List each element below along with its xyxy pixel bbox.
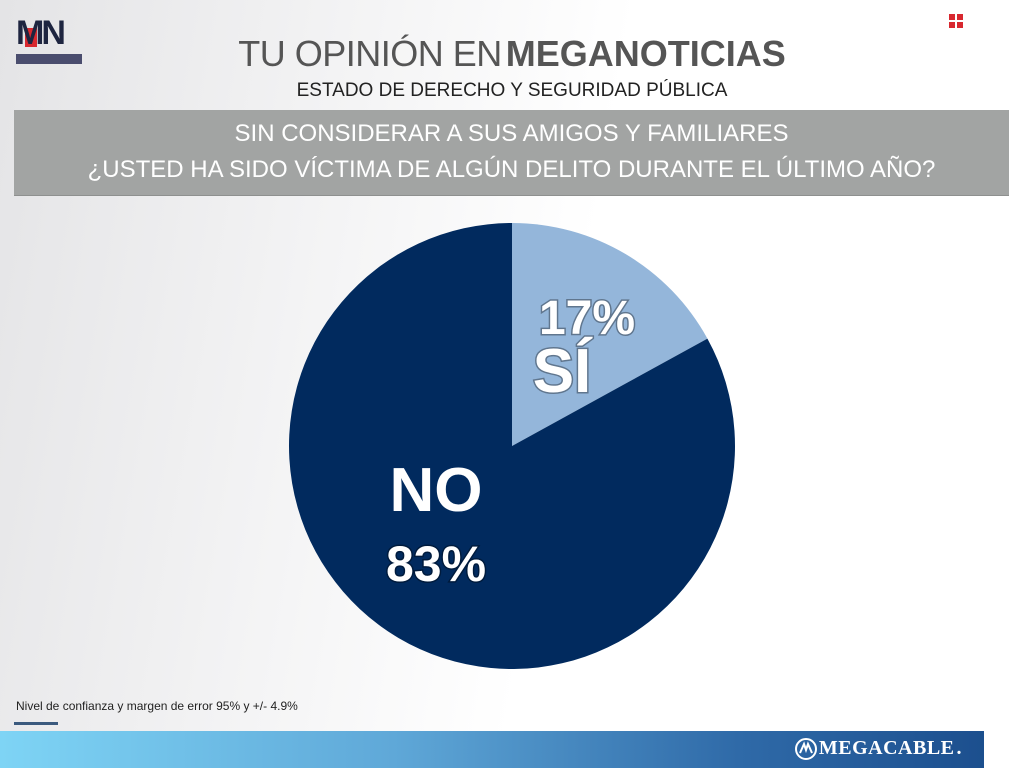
- title-light: TU OPINIÓN EN: [238, 33, 502, 74]
- question-line-2: ¿USTED HA SIDO VÍCTIMA DE ALGÚN DELITO D…: [87, 156, 936, 183]
- grid-icon: [949, 14, 963, 28]
- pie-category-label-si: SÍ: [533, 337, 593, 406]
- pie-slice-si: [512, 223, 708, 446]
- question-banner: SIN CONSIDERAR A SUS AMIGOS Y FAMILIARES…: [14, 110, 1009, 196]
- confidence-note: Nivel de confianza y margen de error 95%…: [16, 699, 298, 713]
- question-line-1: SIN CONSIDERAR A SUS AMIGOS Y FAMILIARES: [234, 120, 789, 147]
- brand-name: MEGACABLE: [818, 737, 955, 759]
- logo-text: MN: [16, 14, 66, 52]
- page-title: TU OPINIÓN EN MEGANOTICIAS: [0, 32, 1024, 76]
- page-subtitle: ESTADO DE DERECHO Y SEGURIDAD PÚBLICA: [296, 80, 728, 101]
- title-bold: MEGANOTICIAS: [505, 33, 786, 74]
- megacable-logo: MEGACABLE.: [794, 737, 962, 760]
- pie-category-label-no: NO: [390, 456, 483, 525]
- pie-slice-no: [289, 223, 735, 669]
- brand-suffix: .: [956, 737, 962, 759]
- footer-bar: MEGACABLE.: [0, 731, 984, 768]
- logo-bar: [16, 54, 82, 64]
- note-underline: [14, 722, 58, 725]
- pie-value-label-si: 17%: [539, 292, 635, 345]
- megacable-mark-icon: [794, 737, 817, 760]
- meganoticias-logo: MN: [16, 14, 82, 64]
- pie-value-label-no: 83%: [386, 536, 486, 592]
